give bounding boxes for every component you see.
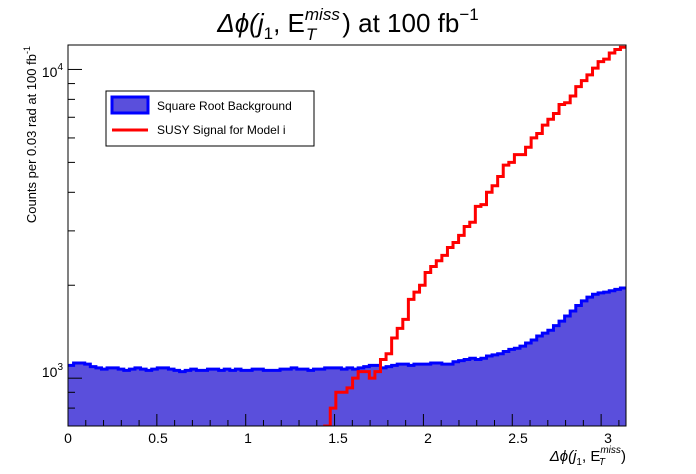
chart-title: Δϕ(j1, Emiss T) at 100 fb−1	[216, 5, 478, 44]
x-tick-label: 2.5	[508, 430, 528, 446]
legend-swatch-background	[110, 95, 150, 115]
series-square-root-background-outline	[68, 286, 626, 374]
legend-label-background: Square Root Background	[157, 99, 292, 113]
plot-frame	[67, 44, 627, 427]
x-tick-label: 1.5	[328, 430, 348, 446]
x-tick-label: 0	[64, 430, 72, 446]
y-tick-label-1000: 103	[42, 362, 64, 380]
legend-label-signal: SUSY Signal for Model i	[157, 123, 286, 137]
legend: Square Root Background SUSY Signal for M…	[105, 90, 315, 147]
series-square-root-background-fill	[68, 287, 626, 426]
series-susy-signal-line	[323, 45, 626, 426]
x-tick-label: 1	[244, 430, 252, 446]
x-axis-ticks	[67, 414, 620, 426]
y-axis-title: Counts per 0.03 rad at 100 fb-1	[22, 46, 39, 223]
x-tick-labels: 0 0.5 1 1.5 2 2.5 3	[64, 430, 612, 446]
x-tick-label: 0.5	[148, 430, 168, 446]
x-tick-label: 3	[604, 430, 612, 446]
y-tick-label-10000: 104	[42, 62, 64, 80]
x-axis-title: Δϕ(j1, Emiss T)	[549, 445, 626, 468]
y-axis-ticks	[68, 68, 82, 427]
x-tick-label: 2	[424, 430, 432, 446]
